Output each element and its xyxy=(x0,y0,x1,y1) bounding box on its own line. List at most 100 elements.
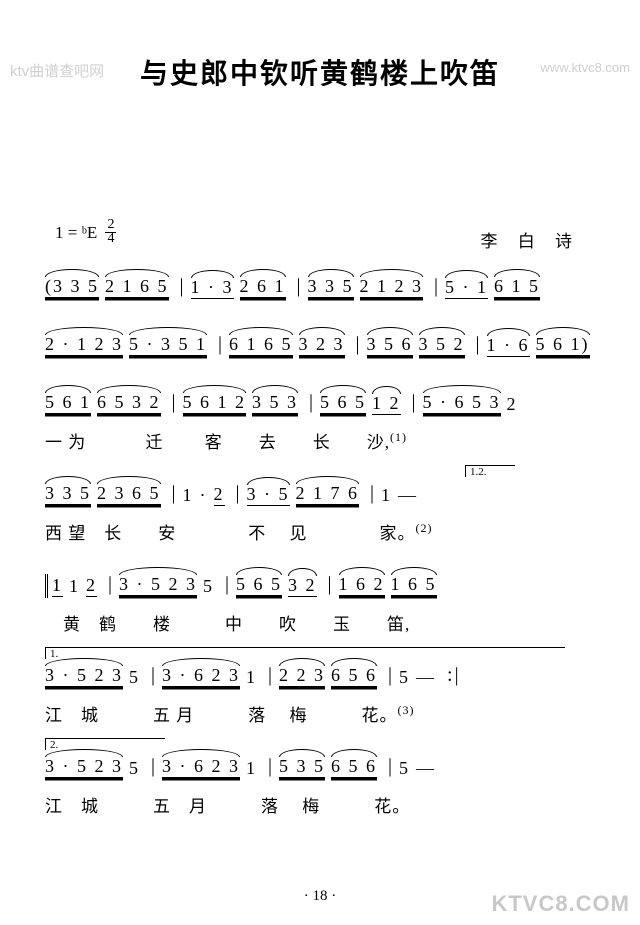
note-group: 2 6 1 xyxy=(240,276,286,300)
score-line: 5 6 16 5 3 2|5 6 1 23 5 3|5 6 51 2|5 · 6… xyxy=(45,388,595,453)
note-group: 2 · 1 2 3 xyxy=(45,334,123,358)
note-group: — xyxy=(416,667,436,688)
volta-bracket: 2. xyxy=(45,738,165,750)
note-group: 2 1 6 5 xyxy=(105,276,169,300)
score-line: 1.3 · 5 2 35|3 · 6 2 31|2 2 36 5 6|5—:|江… xyxy=(45,661,595,726)
note-group: 3 · 5 2 3 xyxy=(45,665,123,689)
note-group: 5 3 5 xyxy=(279,756,325,780)
notation-row: 3 · 5 2 35|3 · 6 2 31|5 3 56 5 6|5— xyxy=(45,752,595,784)
note-group: 5 · 6 5 3 xyxy=(423,392,501,416)
barline: | xyxy=(151,755,157,778)
note-group: 3 5 3 xyxy=(252,392,298,416)
note-group: 1 6 5 xyxy=(391,574,437,598)
note-group: 2 2 3 xyxy=(279,665,325,689)
watermark-top-right: www.ktvc8.com xyxy=(540,60,630,75)
note-group: 1 xyxy=(69,576,80,597)
note-group: 3 · 6 2 3 xyxy=(162,756,240,780)
note-group: 1 · 6 xyxy=(487,335,530,357)
note-group: 5 xyxy=(129,758,140,779)
note-group: 3 3 5 xyxy=(308,276,354,300)
note-group: 3 5 2 xyxy=(419,334,465,358)
note-group: 3 · 6 2 3 xyxy=(162,665,240,689)
note-group: 5 6 5 xyxy=(320,392,366,416)
barline: | xyxy=(236,482,242,505)
note-group: 3 · 5 2 3 xyxy=(119,574,197,598)
note-group: 5 xyxy=(129,667,140,688)
barline: | xyxy=(172,482,178,505)
note-group: 1 xyxy=(381,485,392,506)
lyrics-row: 江 城 五 月 落 梅 花。 xyxy=(45,792,595,817)
note-group: 1 xyxy=(246,758,257,779)
score-body: (3 3 52 1 6 5|1 · 32 6 1|3 3 52 1 2 3|5 … xyxy=(45,272,595,843)
barline: | xyxy=(356,333,362,356)
note-group: 1 xyxy=(183,485,194,506)
note-group: 5 6 1 xyxy=(45,392,91,416)
note-group: (3 3 5 xyxy=(45,276,99,300)
note-group: 2 1 7 6 xyxy=(296,483,360,507)
poet-credit: 李 白 诗 xyxy=(481,227,581,252)
note-group: 6 5 6 xyxy=(331,665,377,689)
score-line: (3 3 52 1 6 5|1 · 32 6 1|3 3 52 1 2 3|5 … xyxy=(45,272,595,304)
note-group: 3 5 6 xyxy=(367,334,413,358)
notation-row: 2 · 1 2 35 · 3 5 1|6 1 6 53 2 3|3 5 63 5… xyxy=(45,330,595,362)
note-group: 5 · 3 5 1 xyxy=(129,334,207,358)
note-group: 3 2 xyxy=(288,575,317,597)
note-group: 3 2 3 xyxy=(299,334,345,358)
note-group: 5 xyxy=(399,758,410,779)
note-group: 2 3 6 5 xyxy=(97,483,161,507)
watermark-top-left: ktv曲谱查吧网 xyxy=(10,60,104,81)
note-group: 2 xyxy=(214,484,225,506)
score-line: 2.3 · 5 2 35|3 · 6 2 31|5 3 56 5 6|5—江 城… xyxy=(45,752,595,817)
note-group: 5 6 5 xyxy=(236,574,282,598)
note-group: 2 1 2 3 xyxy=(360,276,424,300)
score-line: 2 · 1 2 35 · 3 5 1|6 1 6 53 2 3|3 5 63 5… xyxy=(45,330,595,362)
note-group: 6 1 6 5 xyxy=(229,334,293,358)
notation-row: 112|3 · 5 2 35|5 6 53 2|1 6 21 6 5 xyxy=(45,570,595,602)
barline: | xyxy=(218,333,224,356)
lyrics-row: 一 为 迁 客 去 长 沙,(1) xyxy=(45,428,595,453)
repeat-start xyxy=(45,574,52,598)
note-group: 3 · 5 xyxy=(247,484,290,506)
note-group: 5 xyxy=(203,576,214,597)
notation-row: 3 · 5 2 35|3 · 6 2 31|2 2 36 5 6|5—:| xyxy=(45,661,595,693)
notation-row: 3 3 52 3 6 5|1·2|3 · 52 1 7 6|1— xyxy=(45,479,595,511)
note-group: 1 xyxy=(52,575,63,597)
page-number: · 18 · xyxy=(0,888,640,905)
barline: | xyxy=(172,391,178,414)
note-group: 5 6 1 2 xyxy=(183,392,247,416)
note-group: 6 5 3 2 xyxy=(97,392,161,416)
note-group: 3 · 5 2 3 xyxy=(45,756,123,780)
volta-bracket: 1.2. xyxy=(465,465,515,477)
barline: | xyxy=(151,664,157,687)
note-group: 1 · 3 xyxy=(191,277,234,299)
barline: | xyxy=(309,391,315,414)
barline: | xyxy=(268,755,274,778)
note-group: — xyxy=(398,485,418,506)
barline: | xyxy=(388,755,394,778)
key-signature: 1 = ᵇE 24 xyxy=(55,220,116,248)
barline: | xyxy=(108,573,114,596)
lyrics-row: 江 城 五 月 落 梅 花。(3) xyxy=(45,701,595,726)
note-group: — xyxy=(416,758,436,779)
note-group: 5 6 1) xyxy=(536,334,590,358)
note-group: 6 5 6 xyxy=(331,756,377,780)
barline: | xyxy=(370,482,376,505)
note-group: 2 xyxy=(86,575,97,597)
note-group: 5 · 1 xyxy=(445,277,488,299)
lyrics-row: 西 望 长 安 不 见 家。(2) xyxy=(45,519,595,544)
barline: | xyxy=(388,664,394,687)
note-group: 1 6 2 xyxy=(339,574,385,598)
barline: | xyxy=(180,275,186,298)
barline: | xyxy=(297,275,303,298)
barline: | xyxy=(328,573,334,596)
barline: | xyxy=(434,275,440,298)
note-group: 6 1 5 xyxy=(494,276,540,300)
lyrics-row: 黄 鹤 楼 中 吹 玉 笛, xyxy=(45,610,595,635)
notation-row: 5 6 16 5 3 2|5 6 1 23 5 3|5 6 51 2|5 · 6… xyxy=(45,388,595,420)
repeat-end: :| xyxy=(447,664,461,687)
score-line: 112|3 · 5 2 35|5 6 53 2|1 6 21 6 5 黄 鹤 楼… xyxy=(45,570,595,635)
note-group: 1 xyxy=(246,667,257,688)
barline: | xyxy=(476,333,482,356)
note-group: 3 3 5 xyxy=(45,483,91,507)
score-line: 1.2.3 3 52 3 6 5|1·2|3 · 52 1 7 6|1—西 望 … xyxy=(45,479,595,544)
